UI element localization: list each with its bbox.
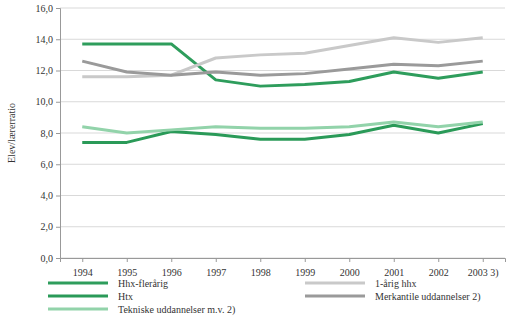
x-tick-label: 1997 <box>206 267 226 278</box>
x-tick: 1997 <box>206 258 226 278</box>
y-tick-label: 2,0 <box>41 221 54 232</box>
series-line <box>82 61 483 75</box>
y-tick-label: 8,0 <box>41 128 54 139</box>
legend-label: Hhx-flerårig <box>118 278 168 289</box>
y-tick-mark <box>56 39 60 40</box>
lines <box>82 38 483 143</box>
y-tick: 12,0 <box>36 65 61 76</box>
series-line <box>82 44 483 86</box>
grid-line <box>60 8 505 9</box>
x-tick: 2002 <box>429 258 449 278</box>
y-tick-label: 6,0 <box>41 159 54 170</box>
y-tick-mark <box>56 71 60 72</box>
y-tick: 10,0 <box>36 96 61 107</box>
plot: 0,02,04,06,08,010,012,014,016,0199419951… <box>36 3 506 279</box>
x-tick-mark <box>394 258 395 262</box>
y-tick-mark <box>56 258 60 259</box>
y-tick: 2,0 <box>41 221 61 232</box>
x-tick-mark <box>216 258 217 262</box>
x-tick: 1999 <box>295 258 315 278</box>
x-tick-label: 2000 <box>340 267 360 278</box>
grid-line <box>60 39 505 40</box>
x-tick-label: 1994 <box>73 267 93 278</box>
series-line <box>82 38 483 77</box>
x-axis-line <box>61 259 506 263</box>
legend-item: Merkantile uddannelser 2) <box>305 291 481 303</box>
x-tick: 2001 <box>384 258 404 278</box>
y-tick: 4,0 <box>41 190 61 201</box>
grid <box>60 8 505 258</box>
legend-item: Hhx-flerårig <box>48 278 168 289</box>
x-tick: 1995 <box>117 258 137 278</box>
grid-line <box>60 164 505 165</box>
grid-line <box>60 101 505 102</box>
x-tick: 1994 <box>73 258 93 278</box>
y-tick-mark <box>56 133 60 134</box>
x-tick: 2003 3) <box>468 258 499 279</box>
x-tick: 1996 <box>162 258 182 278</box>
x-tick-label: 2001 <box>384 267 404 278</box>
y-tick: 8,0 <box>41 128 61 139</box>
x-tick-label: 1998 <box>251 267 271 278</box>
grid-line <box>60 226 505 227</box>
y-axis-title: Elev/lærerratio <box>6 103 17 163</box>
legend-label: Htx <box>118 291 133 302</box>
y-tick-label: 4,0 <box>41 190 54 201</box>
legend-item: Tekniske uddannelser m.v. 2) <box>48 304 235 316</box>
legend-label: Merkantile uddannelser 2) <box>375 291 481 303</box>
y-tick-label: 10,0 <box>36 96 54 107</box>
legend-swatch <box>48 295 108 298</box>
x-tick-mark <box>305 258 306 262</box>
y-tick-mark <box>56 164 60 165</box>
y-axis-line <box>56 9 61 259</box>
y-tick: 14,0 <box>36 34 61 45</box>
x-tick-label: 2003 3) <box>468 267 499 279</box>
legend-swatch <box>48 308 108 311</box>
legend: Hhx-flerårig 1-årig hhx Htx Merkantile udda… <box>48 278 481 316</box>
x-tick-mark <box>171 258 172 262</box>
series-line <box>82 122 483 133</box>
x-tick-label: 2002 <box>429 267 449 278</box>
legend-label: Tekniske uddannelser m.v. 2) <box>118 304 235 316</box>
y-tick-label: 14,0 <box>36 34 54 45</box>
y-tick-label: 12,0 <box>36 65 54 76</box>
y-axis: 0,0 2,0 4,0 6,0 8,0 10,0 12,0 14,0 16,0 <box>36 3 61 264</box>
y-tick-mark <box>56 196 60 197</box>
chart: 0,02,04,06,08,010,012,014,016,0199419951… <box>0 0 511 333</box>
y-tick-label: 0,0 <box>41 253 54 264</box>
x-tick-mark <box>483 258 484 262</box>
legend-item: 1-årig hhx <box>305 278 416 289</box>
x-axis: 1994 1995 1996 1997 1998 1999 2000 2001 2002 2003… <box>61 258 506 279</box>
x-tick-label: 1999 <box>295 267 315 278</box>
legend-label: 1-årig hhx <box>375 278 416 289</box>
x-tick: 2000 <box>340 258 360 278</box>
x-tick-mark <box>438 258 439 262</box>
y-tick-label: 16,0 <box>36 3 54 14</box>
x-tick-label: 1996 <box>162 267 182 278</box>
y-tick: 0,0 <box>41 253 61 264</box>
x-tick-mark <box>127 258 128 262</box>
grid-line <box>60 195 505 196</box>
y-tick: 16,0 <box>36 3 61 14</box>
legend-swatch <box>305 295 365 298</box>
y-tick-mark <box>56 227 60 228</box>
y-tick-mark <box>56 102 60 103</box>
y-tick: 6,0 <box>41 159 61 170</box>
legend-item: Htx <box>48 291 133 302</box>
legend-swatch <box>305 282 365 285</box>
y-tick-mark <box>56 8 60 9</box>
legend-swatch <box>48 282 108 285</box>
x-tick-mark <box>260 258 261 262</box>
x-tick-mark <box>82 258 83 262</box>
x-tick: 1998 <box>251 258 271 278</box>
x-tick-label: 1995 <box>117 267 137 278</box>
x-tick-mark <box>349 258 350 262</box>
